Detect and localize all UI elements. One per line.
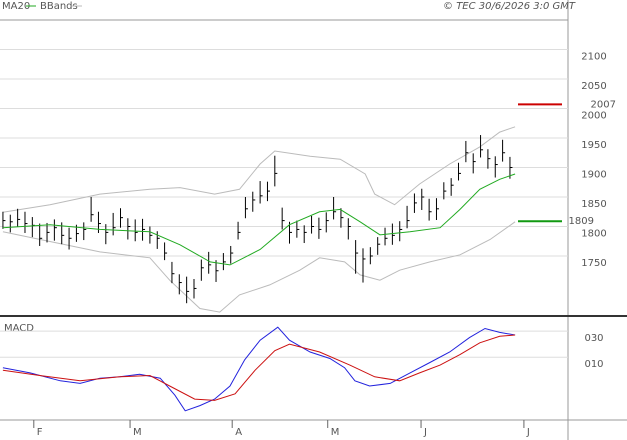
y-tick-label: 1800 xyxy=(581,229,606,240)
x-tick-label: M xyxy=(133,427,142,438)
y-tick-label: 2100 xyxy=(581,52,606,63)
x-tick-label: J xyxy=(526,427,530,438)
legend-entry: BBands xyxy=(40,1,78,12)
y-tick-label: 1900 xyxy=(581,170,606,181)
y-tick-label: 2000 xyxy=(581,111,606,122)
y-tick-label: 1750 xyxy=(581,258,606,269)
moving-average xyxy=(2,173,516,266)
y-tick-label: 1850 xyxy=(581,199,606,210)
y-tick-label: 010 xyxy=(584,359,603,370)
y-tick-label: 030 xyxy=(584,333,603,344)
macd-line xyxy=(2,334,516,401)
x-tick-label: F xyxy=(37,427,43,438)
band-lower xyxy=(2,221,516,313)
band-upper xyxy=(2,126,516,213)
x-tick-label: A xyxy=(235,427,242,438)
x-tick-label: M xyxy=(331,427,340,438)
y-tick-label: 1950 xyxy=(581,140,606,151)
level-label: 1809 xyxy=(569,216,594,227)
legend-entry: MA20 xyxy=(2,1,30,12)
y-tick-label: 2050 xyxy=(581,81,606,92)
level-label: 2007 xyxy=(591,99,616,110)
x-tick-label: J xyxy=(423,427,427,438)
panel-title: MACD xyxy=(4,323,34,334)
credit: © TEC 30/6/2026 3:0 GMT xyxy=(443,1,576,12)
